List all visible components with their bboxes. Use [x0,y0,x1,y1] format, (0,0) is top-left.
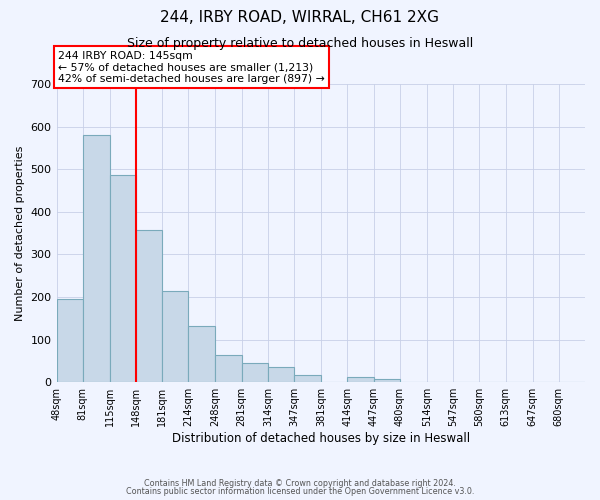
Bar [110,174,136,382]
Text: Size of property relative to detached houses in Heswall: Size of property relative to detached ho… [127,38,473,51]
Y-axis label: Number of detached properties: Number of detached properties [15,146,25,321]
Bar [136,230,162,382]
Bar [215,356,242,382]
Bar [374,379,400,382]
Bar [294,375,321,382]
Bar [162,290,188,382]
Bar [268,368,294,382]
Text: 244, IRBY ROAD, WIRRAL, CH61 2XG: 244, IRBY ROAD, WIRRAL, CH61 2XG [161,10,439,25]
Bar [188,326,215,382]
X-axis label: Distribution of detached houses by size in Heswall: Distribution of detached houses by size … [172,432,470,445]
Bar [56,299,83,382]
Text: 244 IRBY ROAD: 145sqm
← 57% of detached houses are smaller (1,213)
42% of semi-d: 244 IRBY ROAD: 145sqm ← 57% of detached … [58,51,325,84]
Text: Contains public sector information licensed under the Open Government Licence v3: Contains public sector information licen… [126,487,474,496]
Bar [83,135,110,382]
Bar [347,377,374,382]
Bar [242,363,268,382]
Text: Contains HM Land Registry data © Crown copyright and database right 2024.: Contains HM Land Registry data © Crown c… [144,478,456,488]
